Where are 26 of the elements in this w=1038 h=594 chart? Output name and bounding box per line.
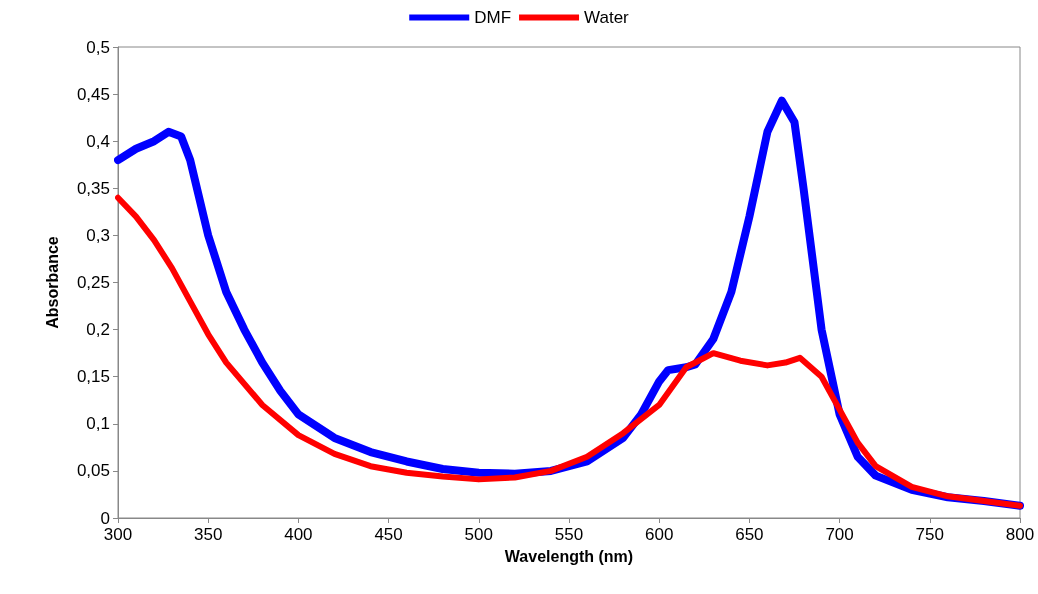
legend-label: Water: [584, 8, 630, 27]
x-tick-label: 400: [284, 525, 313, 544]
y-tick-label: 0,1: [86, 414, 110, 434]
x-tick-label: 350: [194, 525, 223, 544]
x-tick-label: 700: [825, 525, 854, 544]
x-tick-label: 300: [103, 525, 133, 544]
x-tick-label: 500: [464, 525, 493, 544]
x-tick-label: 800: [1005, 525, 1035, 544]
y-tick-label: 0,05: [76, 461, 110, 481]
y-tick-label: 0,45: [76, 84, 110, 104]
y-tick-label: 0,5: [86, 37, 110, 57]
x-tick-label: 750: [915, 525, 944, 544]
y-tick-label: 0,15: [76, 367, 110, 387]
y-tick-label: 0,3: [86, 225, 110, 245]
x-tick-label: 650: [735, 525, 764, 544]
x-tick-label: 600: [645, 525, 674, 544]
y-tick-label: 0,4: [86, 131, 110, 151]
x-tick-label: 550: [554, 525, 584, 544]
y-tick-label: 0,2: [86, 320, 110, 340]
y-tick-label: 0: [100, 508, 110, 528]
y-axis-title: Absorbance: [43, 236, 61, 329]
legend-label: DMF: [474, 8, 512, 27]
y-tick-label: 0,35: [76, 178, 110, 198]
y-tick-label: 0,25: [76, 273, 110, 292]
x-axis-title: Wavelength (nm): [504, 547, 634, 565]
x-tick-label: 450: [374, 525, 403, 544]
